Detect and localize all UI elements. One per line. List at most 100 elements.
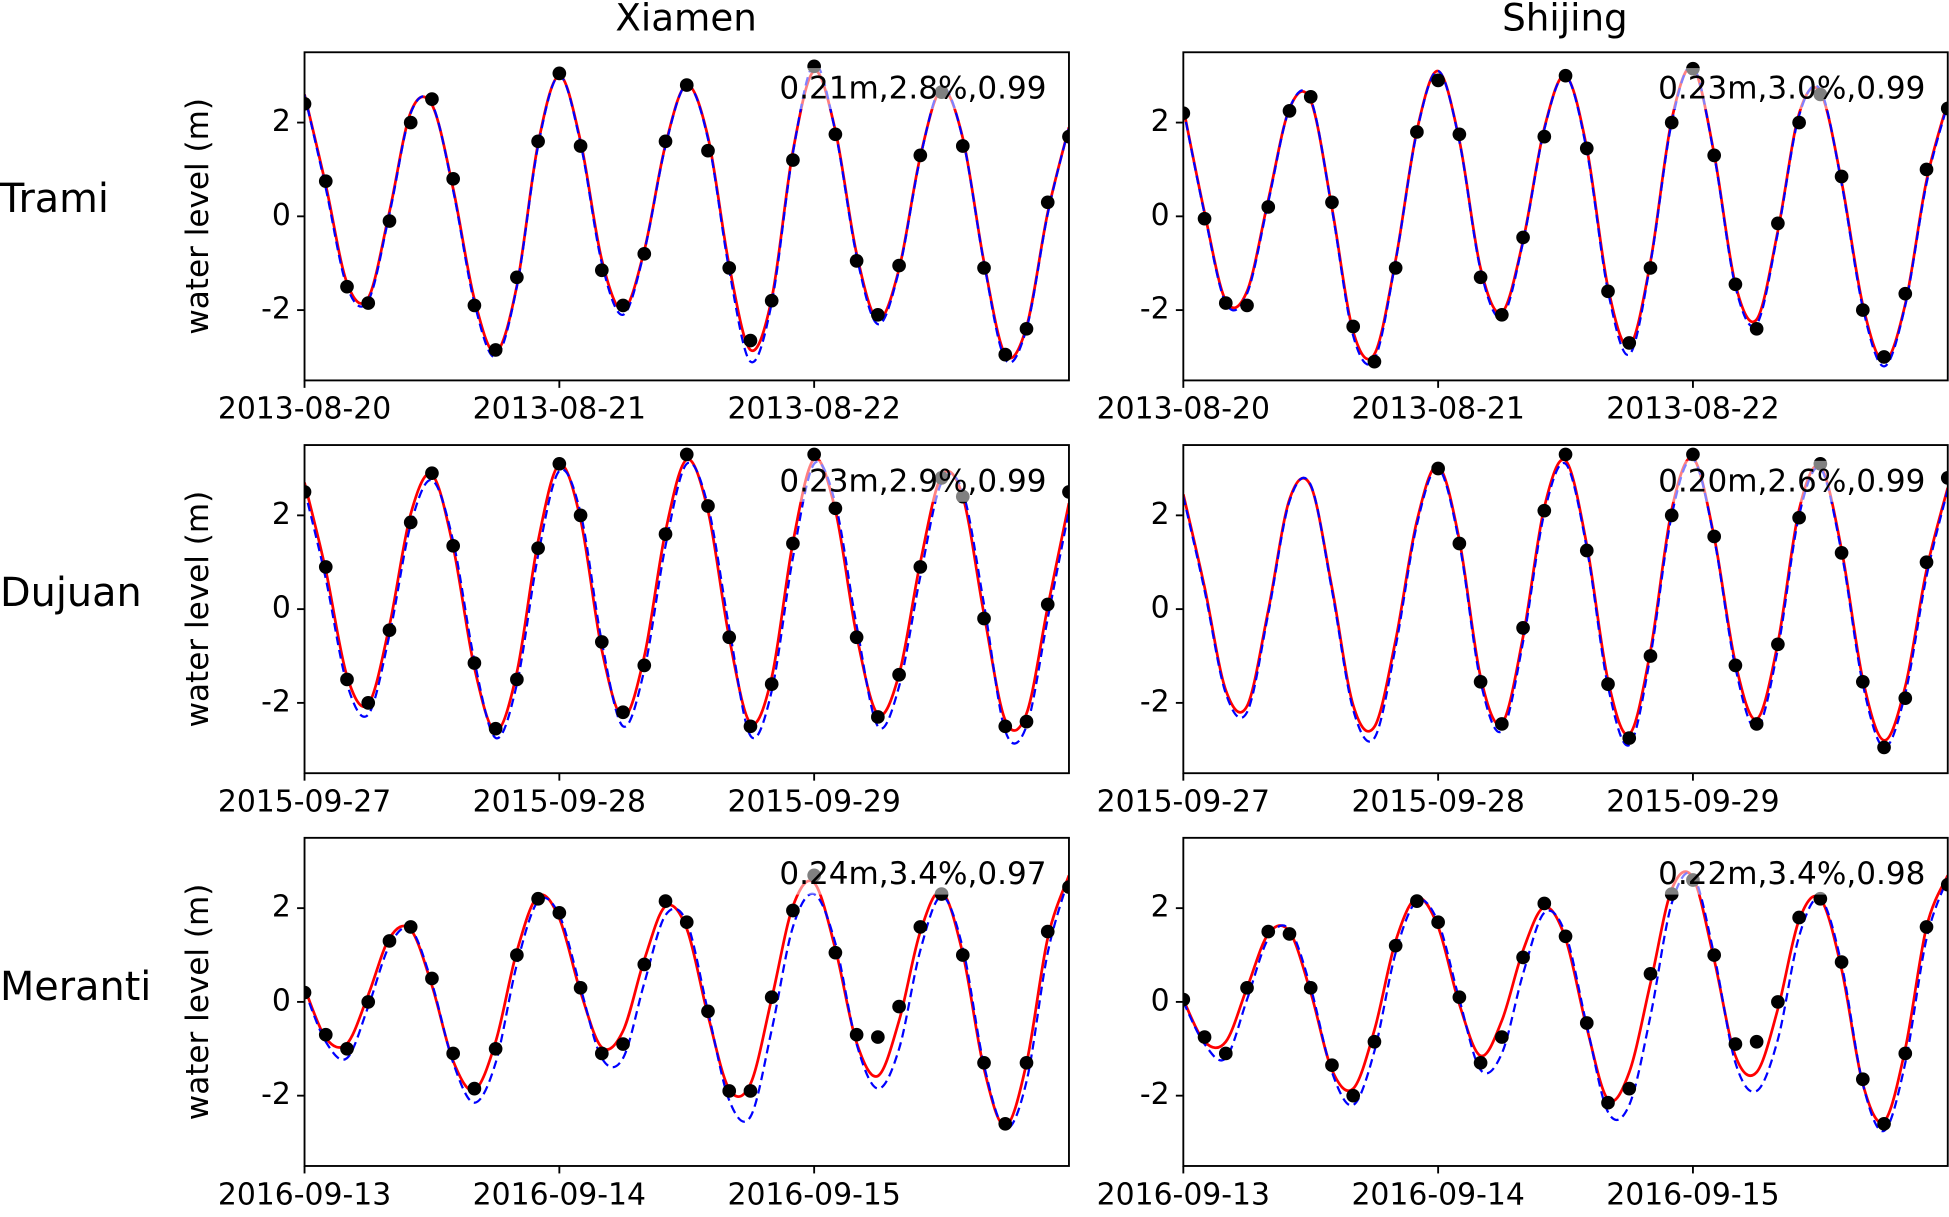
x-tick-label: 2016-09-15 [1606,1177,1779,1212]
observation-dot [403,515,418,530]
y-tick-label: 0 [272,591,291,626]
observation-dot [1771,216,1785,231]
annotation-box [1654,460,1930,502]
model-line [304,69,1069,360]
observation-dot [892,999,906,1014]
axes-frame [1182,836,1949,1167]
observation-dot [1452,127,1467,142]
observation-dot [1664,115,1679,130]
x-tick-label: 2013-08-22 [727,392,900,427]
observation-dot [552,66,567,81]
axes-frame [303,51,1070,382]
observation-dot [1019,322,1034,336]
plot-area [1183,61,1948,369]
x-tick-label: 2016-09-13 [218,1177,391,1212]
panel: -2 0 2 2013-08-20 2013-08-21 2013-08-22 water … [180,51,1070,427]
observation-dot [913,920,928,934]
observation-dot [1686,447,1700,462]
observation-dot [1452,990,1467,1005]
x-tick-label: 2015-09-27 [218,785,391,820]
column-title: Xiamen [615,0,757,39]
observation-dot [658,894,673,908]
observation-dot [1040,597,1055,612]
observation-dot [849,1027,864,1042]
y-tick-label: 0 [1151,198,1170,233]
annotation: 0.21m,2.8%,0.99 [779,71,1046,107]
observation-dot [1410,125,1424,139]
observation-dot [616,298,630,313]
row-label: Meranti [0,964,151,1010]
observation-dot [1643,261,1658,275]
observation-dot [616,705,630,720]
observation-dot [913,148,928,163]
observation-dot [1473,674,1488,689]
observation-dot [1388,938,1403,953]
observation-dot [955,948,970,962]
observation-dot [722,261,737,275]
observation-dot [637,247,652,261]
observation-dot [1707,148,1722,163]
observation-dot [1218,296,1233,310]
observation-dot [1898,1046,1913,1061]
observation-dot [892,258,906,273]
observation-dot [722,630,737,645]
observation-dot [382,623,397,638]
observation-dot [1303,89,1318,104]
y-tick-label: 0 [272,198,291,233]
x-tick-label: 2015-09-29 [1606,785,1779,820]
observation-dot [594,263,609,278]
axes-frame [1182,444,1949,775]
observation-dot [552,905,567,920]
y-tick-label: 2 [272,104,291,139]
observation-dot [510,672,524,687]
observation-dot [871,1030,885,1044]
observation-dot [1325,195,1339,210]
observation-dot [1579,543,1594,558]
observation-dot [1622,336,1637,350]
model-line [1183,871,1948,1133]
column-title: Shijing [1502,0,1628,39]
panel: -2 0 2 2016-09-13 2016-09-14 2016-09-15 0.22m,… [1097,836,1949,1212]
observation-dot [425,466,439,481]
observation-dot [1771,995,1785,1009]
observation-dot [573,139,588,153]
observation-dot [786,903,800,918]
y-tick-label: -2 [261,684,291,719]
annotation-box [1654,853,1930,895]
observation-dot [1473,1056,1488,1070]
axes-frame [303,444,1070,775]
observation-dot [679,78,694,92]
observation-dot [1261,200,1276,214]
model-line [1183,64,1948,368]
observation-dot [998,719,1013,734]
observation-dot [446,1046,461,1061]
observation-dot [1019,714,1034,729]
observation-dot [1855,1072,1870,1087]
observation-dot [1303,981,1318,995]
observation-dot [361,995,376,1009]
observation-dot [1898,691,1913,706]
observation-dot [764,293,779,308]
observation-dot [1197,1030,1212,1044]
observation-dot [446,538,461,553]
observation-dot [573,508,588,523]
observation-dot [1728,277,1743,292]
row-label: Dujuan [0,570,142,616]
observation-dot [1062,129,1069,144]
observation-dot [1749,322,1764,336]
observation-dot [658,134,673,149]
observation-dot [1494,717,1509,731]
observation-dot [1516,621,1530,635]
y-tick-label: 2 [1151,104,1170,139]
y-tick-label: 0 [1151,591,1170,626]
y-tick-label: -2 [1140,1077,1170,1112]
observation-dot [1388,261,1403,275]
y-tick-label: -2 [1140,684,1170,719]
observation-dot [1516,230,1530,245]
x-tick-label: 2013-08-22 [1606,392,1779,427]
x-tick-label: 2015-09-27 [1097,785,1270,820]
panel: -2 0 2 2015-09-27 2015-09-28 2015-09-29 0.20m,… [1097,444,1949,820]
plot-area [1183,870,1948,1133]
x-tick-label: 2016-09-14 [1351,1177,1524,1212]
